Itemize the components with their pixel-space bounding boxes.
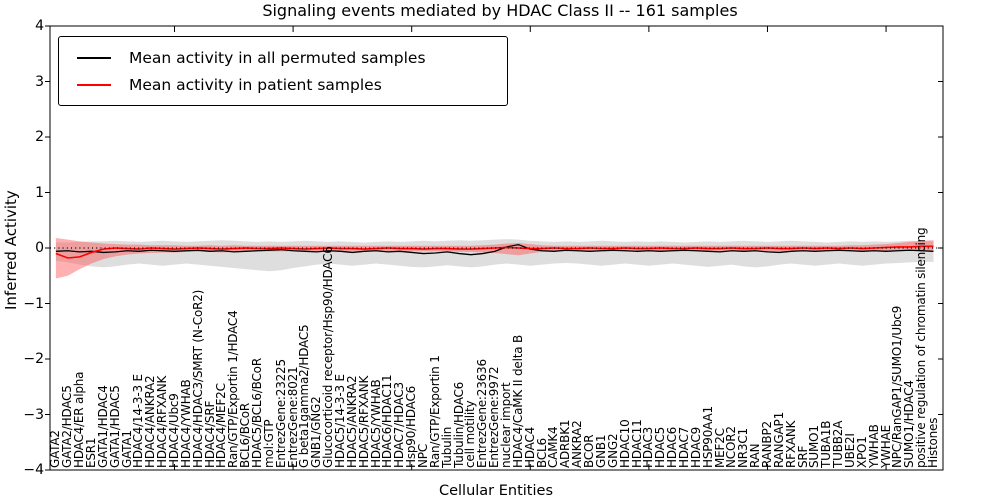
legend-entry-permuted: Mean activity in all permuted samples xyxy=(69,44,497,71)
permuted-line-swatch-icon xyxy=(77,56,111,59)
y-tick-label: −2 xyxy=(23,351,44,367)
patient-line-swatch-icon xyxy=(77,83,111,86)
y-tick-label: 1 xyxy=(35,184,44,201)
y-tick-label: 0 xyxy=(35,240,44,256)
y-tick-label: 2 xyxy=(35,129,44,145)
legend-label-permuted: Mean activity in all permuted samples xyxy=(129,48,426,67)
y-tick-label: −1 xyxy=(23,295,44,312)
y-tick-label: 3 xyxy=(35,73,44,90)
legend: Mean activity in all permuted samples Me… xyxy=(58,36,508,106)
x-axis-title: Cellular Entities xyxy=(438,483,554,499)
x-tick-label: Histones xyxy=(926,417,940,468)
legend-entry-patient: Mean activity in patient samples xyxy=(69,71,497,98)
y-tick-label: −4 xyxy=(23,462,44,478)
y-tick-label: −3 xyxy=(23,406,44,423)
permuted-std-band xyxy=(55,239,934,272)
legend-label-patient: Mean activity in patient samples xyxy=(129,75,382,94)
y-axis-title: Inferred Activity xyxy=(2,190,20,310)
chart-title: Signaling events mediated by HDAC Class … xyxy=(262,1,738,20)
y-tick-label: 4 xyxy=(35,18,44,34)
permuted-mean-line xyxy=(55,243,934,256)
